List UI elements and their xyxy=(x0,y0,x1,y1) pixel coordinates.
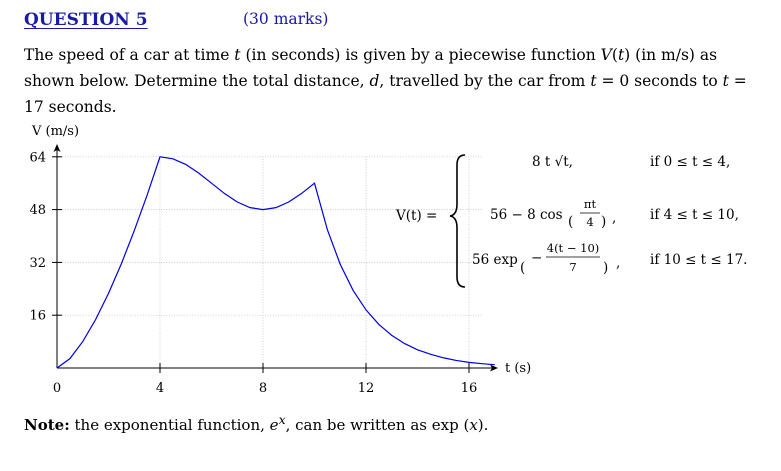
chart-axes xyxy=(53,144,498,372)
intro-text-b: (in seconds) is given by a piecewise fun… xyxy=(240,46,601,64)
piece-3-minus: − xyxy=(531,250,542,266)
note-text-c: ). xyxy=(477,416,489,434)
piece-2-paren-right: ) xyxy=(601,214,606,230)
note-label: Note: xyxy=(24,416,70,434)
x-tick-label: 0 xyxy=(53,381,61,396)
y-tick-label: 48 xyxy=(29,203,46,218)
x-axis-arrow xyxy=(490,364,498,372)
intro-var-t: t xyxy=(234,46,241,64)
piece-3-comma: , xyxy=(616,255,620,271)
piece-2-comma: , xyxy=(612,210,616,226)
y-axis-label: V (m/s) xyxy=(31,124,79,139)
piece-1-condition: if 0 ≤ t ≤ 4, xyxy=(650,154,730,170)
intro-var-t: t xyxy=(590,72,597,90)
piece-2-frac-num: πt xyxy=(584,197,597,211)
piece-2-condition: if 4 ≤ t ≤ 10, xyxy=(650,207,739,223)
equation-lhs: V(t) = xyxy=(395,208,437,224)
chart-grid xyxy=(57,156,482,368)
intro-text-e: , travelled by the car from xyxy=(379,72,591,90)
intro-var-t: t xyxy=(617,46,625,64)
piece-3-frac-den: 7 xyxy=(569,260,576,274)
piece-2-expr: 56 − 8 cos xyxy=(490,207,563,223)
note: Note: the exponential function, ex, can … xyxy=(24,412,488,434)
note-var-x: x xyxy=(469,416,478,434)
intro-var-t: t xyxy=(722,72,729,90)
piece-3-frac-num: 4(t − 10) xyxy=(547,241,600,255)
intro-var-d: d xyxy=(369,72,380,90)
speed-curve xyxy=(56,156,495,369)
x-tick-label: 4 xyxy=(156,381,164,396)
intro-text-g: = 17 seconds. xyxy=(24,72,747,116)
y-axis-arrow xyxy=(53,144,61,152)
question-title: QUESTION 5 xyxy=(24,10,148,30)
question-marks: (30 marks) xyxy=(243,10,329,28)
piece-2-frac-den: 4 xyxy=(586,215,593,229)
piece-3-expr: 56 exp xyxy=(472,252,518,268)
y-tick-label: 16 xyxy=(29,309,46,324)
x-tick-label: 16 xyxy=(461,381,478,396)
equation-brace xyxy=(449,154,466,288)
intro-text-f: = 0 seconds to xyxy=(596,72,723,90)
intro-text-a: The speed of a car at time xyxy=(24,46,235,64)
y-tick-label: 32 xyxy=(29,256,46,271)
question-intro: The speed of a car at time t (in seconds… xyxy=(24,42,760,120)
note-var-x-sup: x xyxy=(278,412,286,427)
x-tick-label: 12 xyxy=(358,381,375,396)
intro-var-V: V xyxy=(600,46,612,64)
intro-text-d: ) (in m/s) as shown below. Determine the… xyxy=(24,46,718,90)
piece-3-paren-left: ( xyxy=(520,260,525,276)
x-tick-label: 8 xyxy=(259,381,267,396)
piece-3-condition: if 10 ≤ t ≤ 17. xyxy=(650,252,747,268)
x-axis-label: t (s) xyxy=(505,361,531,376)
piece-1-expr: 8 t √t, xyxy=(532,154,573,170)
note-text-b: , can be written as exp ( xyxy=(285,416,470,434)
intro-text-c: ( xyxy=(611,46,618,64)
piece-3-paren-right: ) xyxy=(603,260,608,276)
note-text-a: the exponential function, xyxy=(69,416,270,434)
note-var-e: e xyxy=(269,416,279,434)
y-tick-label: 64 xyxy=(29,150,46,165)
piece-2-paren-left: ( xyxy=(568,214,573,230)
